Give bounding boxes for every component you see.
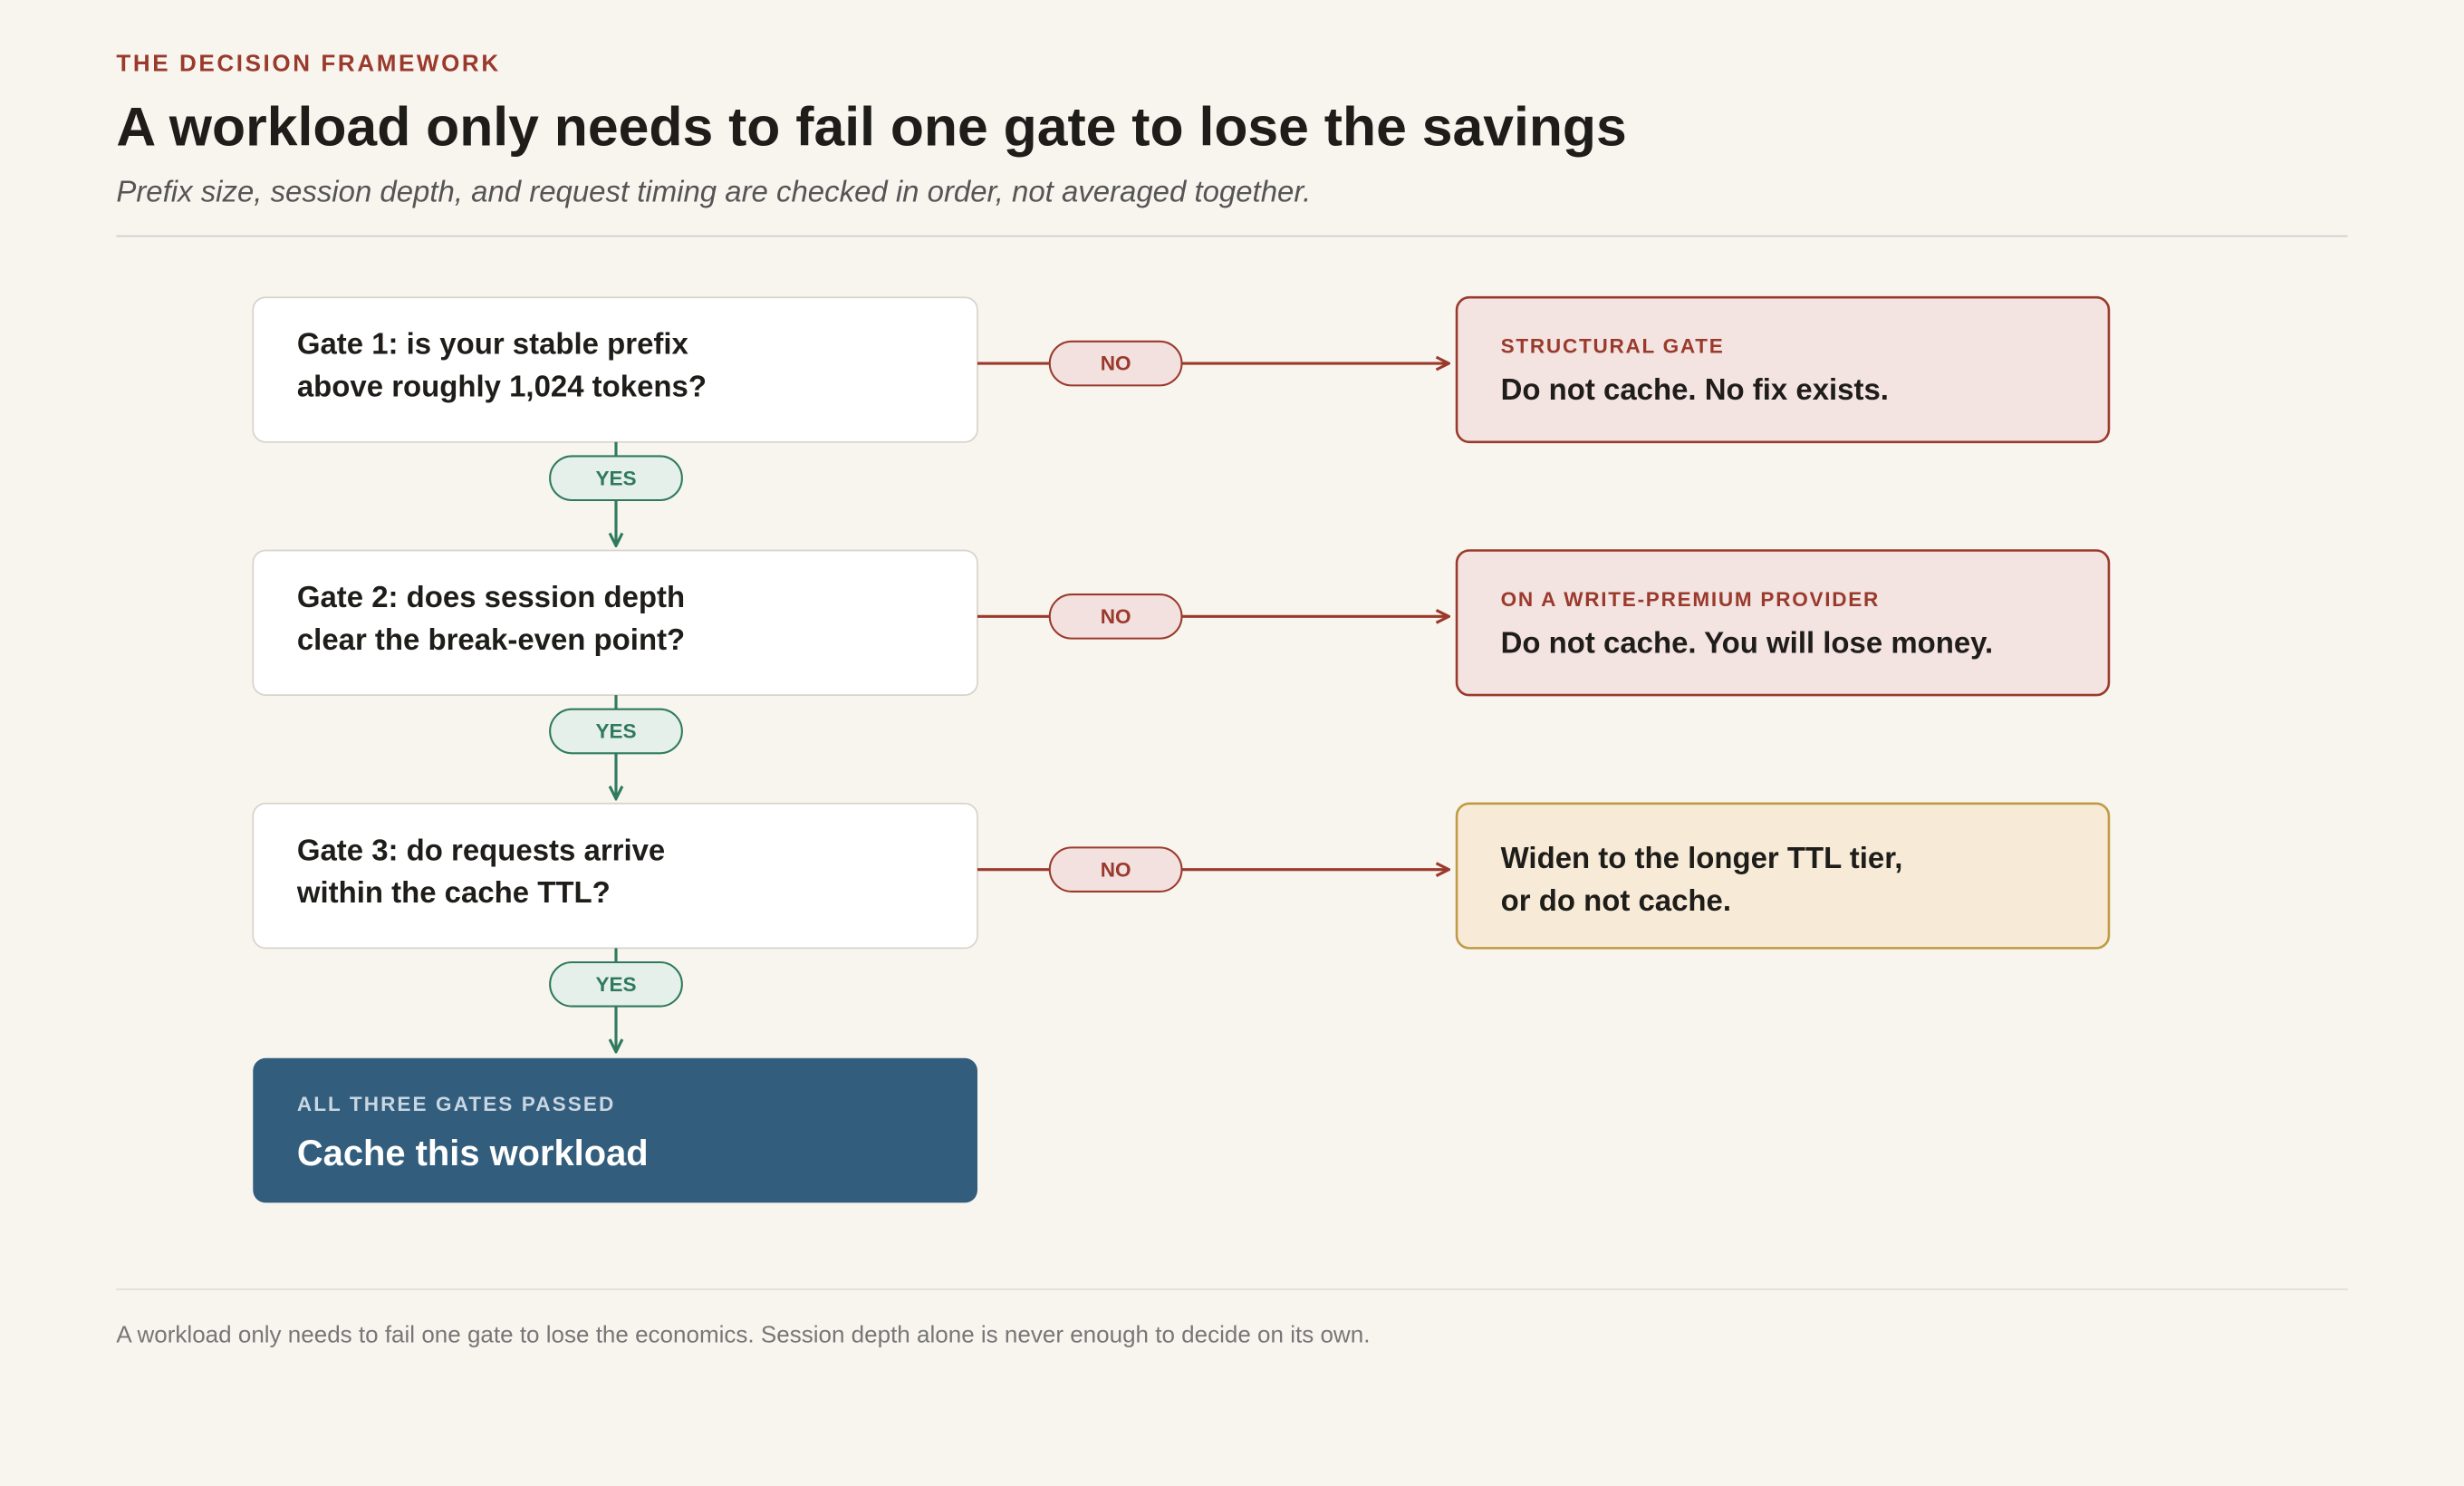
gate-label: Gate 2: does session depth bbox=[297, 580, 685, 613]
gate-label: within the cache TTL? bbox=[296, 875, 611, 909]
eyebrow: THE DECISION FRAMEWORK bbox=[116, 49, 500, 76]
yes-label: YES bbox=[595, 720, 636, 743]
yes-pill bbox=[549, 708, 683, 755]
outcome-label: or do not cache. bbox=[1501, 883, 1731, 917]
outcome-kicker: STRUCTURAL GATE bbox=[1501, 335, 1725, 358]
outcome-box bbox=[1455, 295, 2111, 444]
title: A workload only needs to fail one gate t… bbox=[116, 95, 1626, 157]
yes-label: YES bbox=[595, 467, 636, 489]
outcome-kicker: ON A WRITE-PREMIUM PROVIDER bbox=[1501, 588, 1880, 611]
final-kicker: ALL THREE GATES PASSED bbox=[297, 1093, 615, 1115]
yes-pill bbox=[549, 960, 683, 1008]
final-box bbox=[253, 1057, 977, 1203]
outcome-box bbox=[1455, 802, 2111, 950]
no-pill bbox=[1048, 593, 1183, 640]
gate-label: above roughly 1,024 tokens? bbox=[297, 370, 707, 403]
gate-label: Gate 3: do requests arrive bbox=[297, 833, 665, 866]
final-title: Cache this workload bbox=[297, 1134, 649, 1173]
no-label: NO bbox=[1101, 605, 1131, 628]
yes-label: YES bbox=[595, 973, 636, 996]
outcome-label: Do not cache. You will lose money. bbox=[1501, 625, 1994, 659]
gate-label: clear the break-even point? bbox=[297, 622, 685, 656]
subtitle: Prefix size, session depth, and request … bbox=[116, 174, 1311, 207]
yes-pill bbox=[549, 455, 683, 502]
footer: A workload only needs to fail one gate t… bbox=[116, 1321, 1370, 1348]
outcome-label: Widen to the longer TTL tier, bbox=[1501, 841, 1903, 874]
no-pill bbox=[1048, 340, 1183, 387]
no-label: NO bbox=[1101, 858, 1131, 881]
no-label: NO bbox=[1101, 352, 1131, 375]
gate-label: Gate 1: is your stable prefix bbox=[297, 327, 689, 361]
no-pill bbox=[1048, 846, 1183, 893]
outcome-box bbox=[1455, 549, 2111, 697]
outcome-label: Do not cache. No fix exists. bbox=[1501, 372, 1889, 406]
